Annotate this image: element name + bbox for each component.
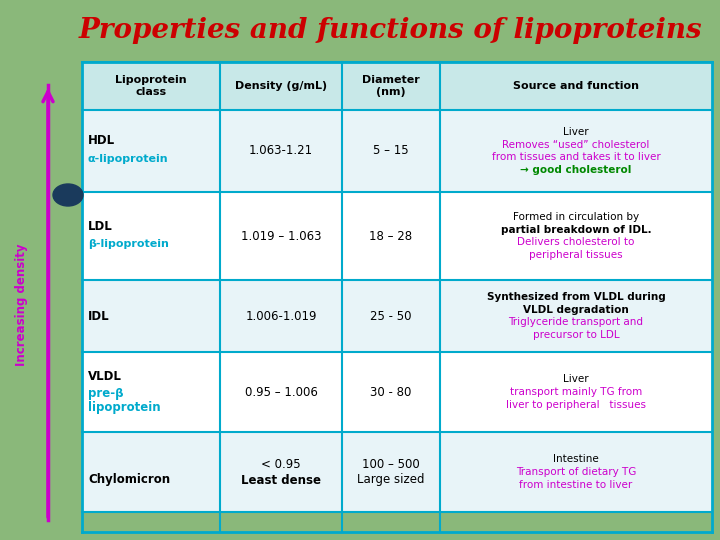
Text: Properties and functions of lipoproteins: Properties and functions of lipoproteins	[78, 17, 702, 44]
Text: Large sized: Large sized	[357, 474, 425, 487]
Text: Removes “used” cholesterol: Removes “used” cholesterol	[503, 140, 649, 150]
Bar	[82, 352, 712, 432]
Text: peripheral tissues: peripheral tissues	[529, 249, 623, 260]
Text: Least dense: Least dense	[241, 474, 321, 487]
Text: IDL: IDL	[88, 309, 109, 322]
Text: 1.063-1.21: 1.063-1.21	[249, 145, 313, 158]
Text: from intestine to liver: from intestine to liver	[519, 480, 633, 489]
Text: Intestine: Intestine	[553, 455, 599, 464]
Text: Source and function: Source and function	[513, 81, 639, 91]
Text: HDL: HDL	[88, 134, 115, 147]
Text: precursor to LDL: precursor to LDL	[533, 330, 619, 340]
Text: Delivers cholesterol to: Delivers cholesterol to	[517, 237, 635, 247]
Bar	[442, 240, 710, 278]
Text: liver to peripheral   tissues: liver to peripheral tissues	[506, 400, 646, 409]
Text: Formed in circulation by: Formed in circulation by	[513, 212, 639, 222]
Bar	[82, 192, 712, 280]
Text: 25 - 50: 25 - 50	[370, 309, 412, 322]
Text: from tissues and takes it to liver: from tissues and takes it to liver	[492, 152, 660, 162]
Text: Density (g/mL): Density (g/mL)	[235, 81, 327, 91]
Text: VLDL: VLDL	[88, 369, 122, 382]
Text: Increasing density: Increasing density	[16, 244, 29, 366]
Text: Triglyceride transport and: Triglyceride transport and	[508, 317, 644, 327]
Text: VLDL degradation: VLDL degradation	[523, 305, 629, 315]
Text: α-lipoprotein: α-lipoprotein	[88, 154, 168, 164]
Text: 1.006-1.019: 1.006-1.019	[246, 309, 317, 322]
Text: → good cholesterol: → good cholesterol	[521, 165, 631, 175]
Bar	[82, 110, 712, 192]
Text: Transport of dietary TG: Transport of dietary TG	[516, 467, 636, 477]
Bar	[82, 432, 712, 512]
Text: 0.95 – 1.006: 0.95 – 1.006	[245, 386, 318, 399]
Text: β-lipoprotein: β-lipoprotein	[88, 239, 169, 249]
Text: 5 – 15: 5 – 15	[373, 145, 409, 158]
Text: Chylomicron: Chylomicron	[88, 474, 170, 487]
Text: transport mainly TG from: transport mainly TG from	[510, 387, 642, 397]
Text: Synthesized from VLDL during: Synthesized from VLDL during	[487, 292, 665, 302]
Text: pre-β: pre-β	[88, 388, 124, 401]
Text: 30 - 80: 30 - 80	[370, 386, 412, 399]
Text: 100 – 500: 100 – 500	[362, 457, 420, 470]
Text: LDL: LDL	[88, 219, 113, 233]
Text: Lipoprotein
class: Lipoprotein class	[115, 75, 186, 97]
Text: partial breakdown of IDL.: partial breakdown of IDL.	[500, 225, 652, 235]
Text: Liver: Liver	[563, 127, 589, 137]
Bar	[82, 62, 712, 110]
Text: Liver: Liver	[563, 375, 589, 384]
Text: < 0.95: < 0.95	[261, 457, 301, 470]
Bar	[82, 280, 712, 352]
Text: Diameter
(nm): Diameter (nm)	[362, 75, 420, 97]
Ellipse shape	[53, 184, 83, 206]
Text: lipoprotein: lipoprotein	[88, 402, 161, 415]
Text: 18 – 28: 18 – 28	[369, 230, 413, 242]
Text: 1.019 – 1.063: 1.019 – 1.063	[240, 230, 321, 242]
